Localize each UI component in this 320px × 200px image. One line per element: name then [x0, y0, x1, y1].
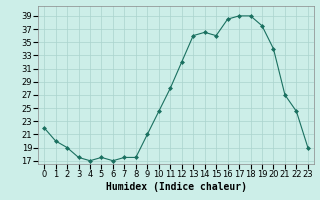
X-axis label: Humidex (Indice chaleur): Humidex (Indice chaleur)	[106, 182, 246, 192]
